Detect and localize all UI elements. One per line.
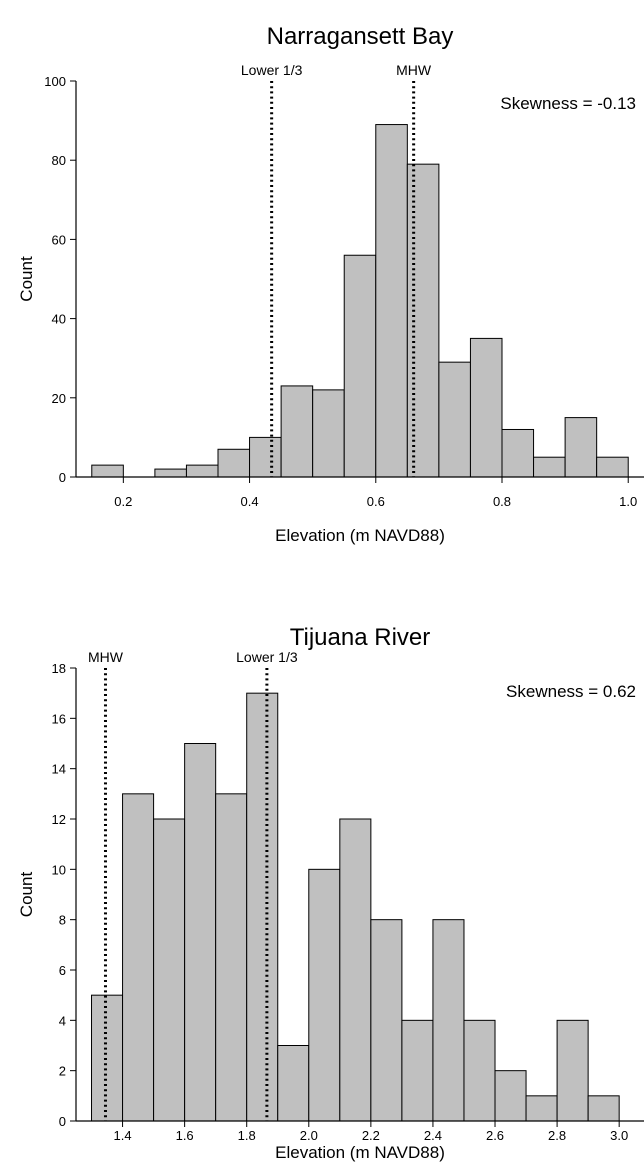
x-tick-label: 1.0 — [619, 494, 637, 509]
y-tick-label: 0 — [59, 470, 66, 485]
x-tick-label: 0.8 — [493, 494, 511, 509]
x-tick-label: 0.4 — [241, 494, 259, 509]
histogram-bar — [406, 163, 440, 478]
x-tick-label: 2.4 — [424, 1128, 442, 1143]
histogram-bar — [533, 456, 566, 478]
y-tick-label: 2 — [59, 1064, 66, 1079]
x-axis-title: Elevation (m NAVD88) — [275, 1143, 445, 1162]
y-axis-title: Count — [17, 256, 36, 302]
y-tick-label: 20 — [52, 391, 66, 406]
histogram-bar — [154, 468, 187, 478]
histogram-bar — [375, 124, 408, 478]
y-tick-label: 10 — [52, 862, 66, 877]
y-tick-label: 80 — [52, 153, 66, 168]
y-tick-label: 14 — [52, 762, 66, 777]
histogram-bar — [277, 1045, 310, 1122]
histogram-bar — [185, 464, 219, 478]
y-tick-label: 0 — [59, 1114, 66, 1129]
y-tick-label: 40 — [52, 312, 66, 327]
y-tick-label: 6 — [59, 963, 66, 978]
histogram-bar — [184, 743, 217, 1122]
x-tick-label: 0.2 — [114, 494, 132, 509]
chart-tijuana-river: Tijuana River Elevation (m NAVD88) Count… — [17, 624, 644, 1162]
y-tick-label: 12 — [52, 812, 66, 827]
chart-title: Tijuana River — [290, 624, 431, 651]
histogram-bar — [463, 1019, 496, 1122]
x-tick-label: 2.8 — [548, 1128, 566, 1143]
histogram-bar — [217, 448, 251, 478]
histogram-bar — [438, 361, 471, 478]
histogram-bar — [246, 692, 279, 1122]
histogram-bar — [587, 1095, 620, 1122]
skewness-annotation: Skewness = 0.62 — [506, 682, 636, 701]
histogram-bar — [215, 793, 248, 1122]
histogram-bar — [280, 385, 314, 478]
y-tick-label: 60 — [52, 232, 66, 247]
histogram-bar — [596, 456, 629, 478]
histogram-bar — [153, 818, 186, 1122]
histogram-bar — [432, 919, 465, 1122]
histogram-bar — [339, 818, 372, 1122]
reference-line-label: Lower 1/3 — [236, 649, 298, 665]
histogram-bar — [249, 436, 282, 478]
x-tick-label: 3.0 — [610, 1128, 628, 1143]
y-tick-label: 18 — [52, 661, 66, 676]
histogram-bar — [525, 1095, 558, 1122]
histogram-bar — [564, 417, 598, 478]
histogram-bar — [343, 254, 377, 478]
histogram-bar — [556, 1019, 589, 1122]
x-tick-label: 2.0 — [300, 1128, 318, 1143]
chart-narragansett-bay: Narragansett Bay Elevation (m NAVD88) Co… — [17, 23, 644, 545]
y-tick-label: 8 — [59, 913, 66, 928]
x-axis-title: Elevation (m NAVD88) — [275, 526, 445, 545]
reference-line-label: MHW — [88, 649, 124, 665]
histogram-bar — [370, 919, 403, 1122]
reference-line-label: MHW — [396, 62, 432, 78]
reference-line-label: Lower 1/3 — [241, 62, 303, 78]
histogram-bar — [122, 793, 155, 1122]
x-tick-label: 1.8 — [238, 1128, 256, 1143]
x-tick-label: 1.4 — [114, 1128, 132, 1143]
skewness-annotation: Skewness = -0.13 — [500, 94, 636, 113]
histogram-bar — [312, 389, 345, 478]
histogram-bar — [494, 1070, 527, 1122]
histogram-bar — [91, 464, 124, 478]
y-axis-title: Count — [17, 872, 36, 918]
x-tick-label: 0.6 — [367, 494, 385, 509]
histogram-bar — [401, 1019, 434, 1122]
x-tick-label: 1.6 — [176, 1128, 194, 1143]
chart-title: Narragansett Bay — [267, 23, 454, 50]
histogram-bar — [469, 337, 503, 478]
x-tick-label: 2.6 — [486, 1128, 504, 1143]
histogram-bar — [308, 868, 341, 1122]
histogram-bar — [501, 428, 535, 478]
y-tick-label: 16 — [52, 711, 66, 726]
y-tick-label: 100 — [44, 74, 66, 89]
histogram-bar — [91, 994, 124, 1122]
y-tick-label: 4 — [59, 1013, 66, 1028]
x-tick-label: 2.2 — [362, 1128, 380, 1143]
